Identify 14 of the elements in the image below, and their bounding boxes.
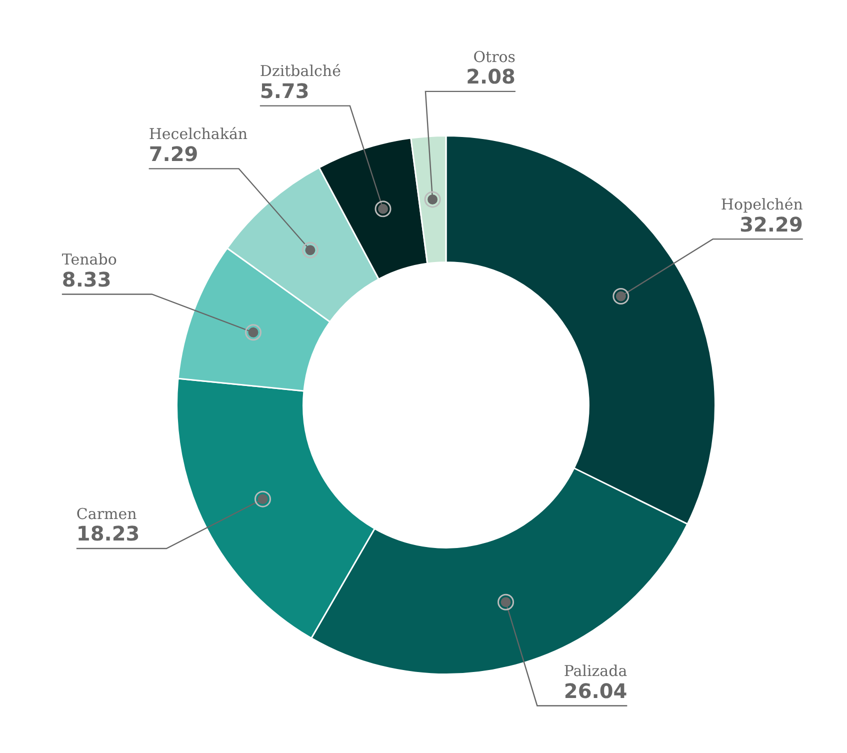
- data-label: 26.04: [564, 678, 628, 703]
- slice-label: Dzitbalché: [260, 62, 342, 80]
- data-label: 18.23: [76, 522, 140, 546]
- data-label: 32.29: [740, 212, 803, 236]
- data-label: 2.08: [466, 64, 516, 89]
- slice-label: Hopelchén: [720, 195, 804, 214]
- data-label: 5.73: [260, 79, 310, 104]
- data-label: 8.33: [62, 267, 112, 292]
- slice-label: Tenabo: [62, 250, 117, 269]
- slice-label: Palizada: [564, 662, 628, 680]
- slice-label: Carmen: [76, 504, 138, 523]
- slice-label: Hecelchakán: [148, 125, 248, 144]
- data-label: 7.29: [148, 142, 198, 166]
- slice-label: Otros: [473, 48, 516, 66]
